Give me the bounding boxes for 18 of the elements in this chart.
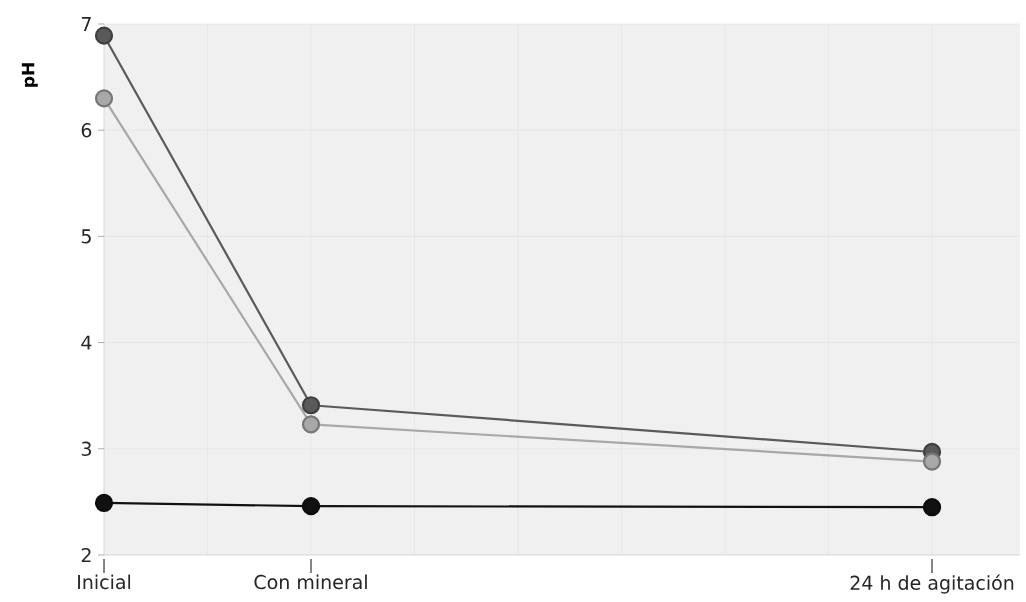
y-tick-label: 3 <box>81 441 91 456</box>
y-tick-label: 2 <box>81 547 91 563</box>
y-tick-label: 4 <box>81 335 92 350</box>
point <box>301 396 321 415</box>
point <box>301 415 321 434</box>
y-tick-label: 7 <box>81 17 91 31</box>
x-tick-label: 24 h de agitación <box>850 574 1014 594</box>
y-tick-label: 6 <box>81 123 92 138</box>
point <box>94 89 114 108</box>
point <box>922 498 942 517</box>
point <box>922 452 942 471</box>
x-tick-label: Con mineral <box>254 574 367 590</box>
point <box>94 493 114 513</box>
point <box>301 497 321 516</box>
x-tick-label: Inicial <box>78 574 131 590</box>
y-axis-title: pH <box>21 63 38 87</box>
point <box>94 26 114 45</box>
y-tick-label: 5 <box>81 229 91 244</box>
